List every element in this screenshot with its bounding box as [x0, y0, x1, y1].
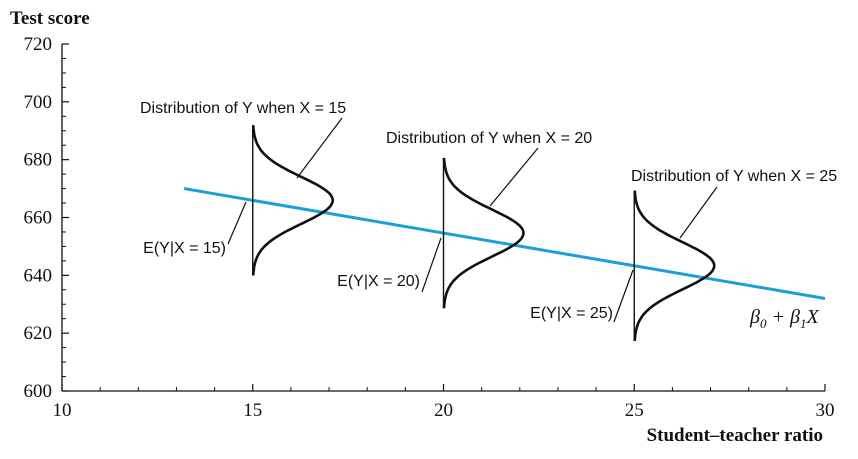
distribution-25: Distribution of Y when X = 25 E(Y|X = 25): [530, 168, 837, 342]
y-tick-label: 620: [24, 323, 53, 344]
x-tick-label: 20: [434, 400, 453, 421]
y-tick-label: 720: [24, 34, 53, 55]
distribution-leader: [296, 117, 343, 179]
distribution-leader: [489, 147, 539, 207]
regression-label: β0 + β1X: [749, 306, 819, 331]
density-curve: [633, 190, 716, 342]
y-ticks: 600 620 640 660 680 700 720: [24, 34, 69, 402]
distribution-15: Distribution of Y when X = 15 E(Y|X = 15): [140, 100, 346, 276]
density-curve: [442, 157, 525, 309]
distributions: Distribution of Y when X = 15 E(Y|X = 15)…: [140, 100, 837, 342]
mean-leader: [613, 269, 634, 323]
y-tick-label: 680: [24, 150, 53, 171]
distribution-leader: [679, 186, 718, 239]
x-tick-label: 30: [816, 400, 835, 421]
y-tick-label: 660: [24, 208, 53, 229]
x-axis-label: Student–teacher ratio: [647, 425, 823, 446]
x-tick-label: 10: [53, 400, 72, 421]
x-ticks: 10 15 20 25 30: [53, 384, 835, 421]
distribution-label: Distribution of Y when X = 15: [140, 100, 346, 117]
distribution-label: Distribution of Y when X = 25: [631, 168, 837, 185]
regression-line: [183, 187, 826, 300]
x-tick-label: 15: [243, 400, 262, 421]
distribution-20: Distribution of Y when X = 20 E(Y|X = 20): [337, 130, 592, 309]
mean-leader: [227, 201, 247, 245]
distribution-label: Distribution of Y when X = 20: [386, 130, 592, 147]
mean-leader: [421, 237, 442, 293]
mean-label: E(Y|X = 15): [143, 240, 226, 257]
mean-label: E(Y|X = 20): [337, 273, 420, 290]
mean-label: E(Y|X = 25): [530, 305, 613, 322]
y-axis-label: Test score: [10, 8, 90, 29]
y-tick-label: 640: [24, 265, 53, 286]
density-curve: [251, 125, 335, 276]
y-tick-label: 700: [24, 92, 53, 113]
y-tick-label: 600: [24, 381, 53, 402]
x-tick-label: 25: [625, 400, 644, 421]
